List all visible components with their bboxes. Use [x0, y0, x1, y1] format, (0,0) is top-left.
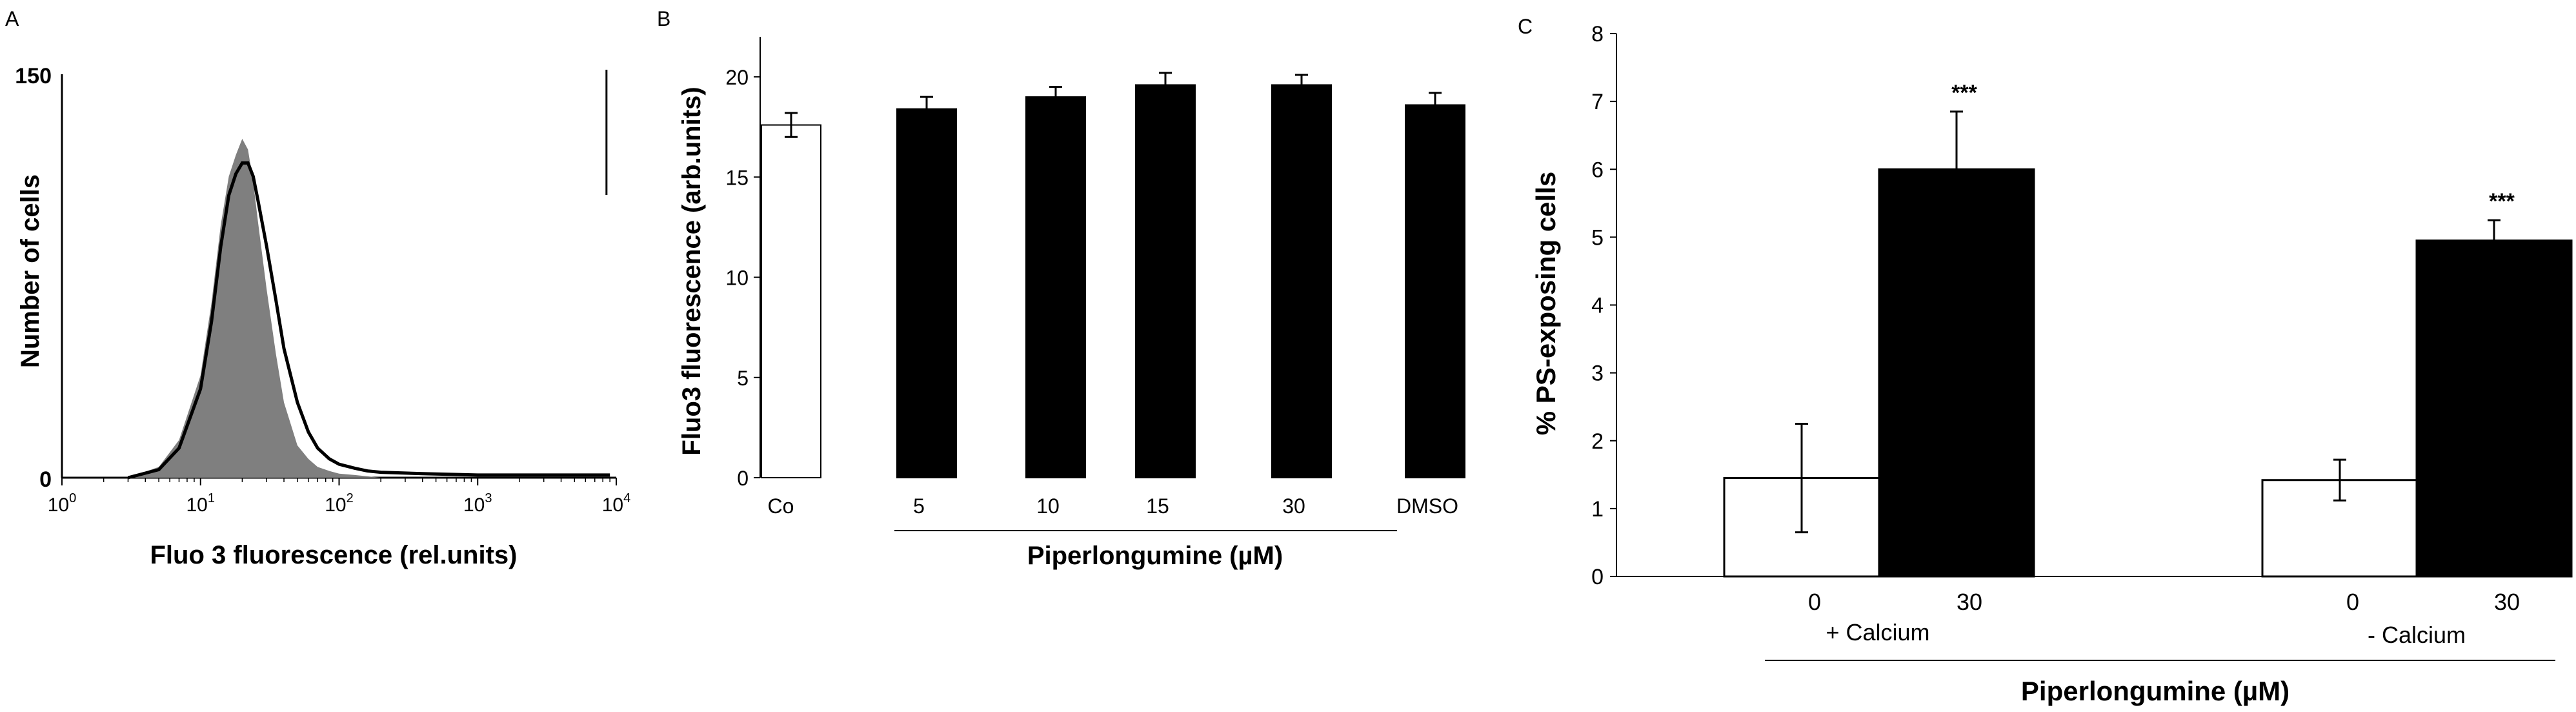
panel-b-category-label: 15 [1146, 494, 1169, 518]
panel-a-series-outline [127, 161, 610, 480]
panel-b-category-label: 5 [913, 494, 925, 518]
panel-b-category-label: 30 [1282, 494, 1305, 518]
panel-b-ytick-label: 0 [737, 467, 749, 490]
panel-c-category-label: 30 [1957, 589, 1982, 615]
panel-a-xtick-label: 104 [602, 491, 631, 516]
panel-c-label: C [1518, 15, 1533, 38]
panel-a-ytick-label: 150 [15, 64, 52, 88]
panel-a-xlabel: Fluo 3 fluorescence (rel.units) [150, 541, 517, 569]
panel-a-ylabel: Number of cells [16, 174, 45, 368]
panel-c-ytick-label: 0 [1591, 565, 1604, 589]
panel-b-category-label: 10 [1036, 494, 1060, 518]
panel-b-bar [761, 124, 821, 479]
panel-c-bar [1878, 168, 2035, 578]
panel-c-group-name: - Calcium [2368, 622, 2466, 648]
panel-a-label: A [5, 7, 19, 30]
panel-a-xtick-label: 103 [463, 491, 492, 516]
panel-a-xtick-label: 102 [325, 491, 354, 516]
panel-b-bar [1135, 84, 1196, 478]
panel-c-bar [2415, 239, 2573, 578]
panel-a-xtick-label: 100 [48, 491, 77, 516]
panel-b-ytick-label: 15 [725, 166, 749, 189]
panel-b: B Fluo3 fluorescence (arb.units) Piperlo… [657, 7, 1465, 570]
panel-c-ylabel: % PS-exposing cells [1531, 172, 1561, 435]
panel-c-significance: *** [1951, 81, 1977, 105]
panel-c-ytick-label: 3 [1591, 361, 1604, 386]
panel-b-category-label: Co [768, 494, 794, 518]
panel-c-significance: *** [2489, 189, 2515, 214]
panel-b-bar [1405, 104, 1465, 478]
panel-c-group-name: + Calcium [1826, 619, 1929, 646]
panel-a-ytick-label: 0 [39, 467, 52, 492]
panel-c: C % PS-exposing cells Piperlongumine (µM… [1518, 15, 2573, 706]
panel-c-ytick-label: 4 [1591, 294, 1604, 318]
panel-b-ytick-label: 10 [725, 267, 749, 290]
panel-c-ytick-label: 8 [1591, 22, 1604, 46]
panel-c-ytick-label: 5 [1591, 225, 1604, 250]
panel-a: A Number of cells Fluo 3 fluorescence (r… [5, 7, 630, 569]
panel-c-category-label: 0 [1808, 589, 1821, 615]
panel-a-xtick-label: 101 [186, 491, 216, 516]
panel-b-label: B [657, 7, 670, 30]
panel-c-ytick-label: 6 [1591, 158, 1604, 182]
panel-c-category-label: 0 [2346, 589, 2359, 615]
panel-b-ytick-label: 20 [725, 66, 749, 89]
panel-b-ytick-label: 5 [737, 367, 749, 390]
panel-c-ytick-label: 2 [1591, 429, 1604, 454]
panel-b-group-label: Piperlongumine (µM) [1027, 542, 1283, 570]
panel-c-ytick-label: 1 [1591, 497, 1604, 522]
panel-b-bar [896, 108, 957, 479]
panel-b-bar [1025, 96, 1086, 479]
panel-c-ytick-label: 7 [1591, 90, 1604, 114]
panel-b-ylabel: Fluo3 fluorescence (arb.units) [678, 86, 706, 455]
panel-b-bar [1271, 84, 1332, 478]
panel-c-group-label: Piperlongumine (µM) [2021, 676, 2289, 706]
panel-a-series-filled [128, 139, 381, 478]
panel-b-category-label: DMSO [1396, 494, 1458, 518]
panel-c-category-label: 30 [2494, 589, 2520, 615]
